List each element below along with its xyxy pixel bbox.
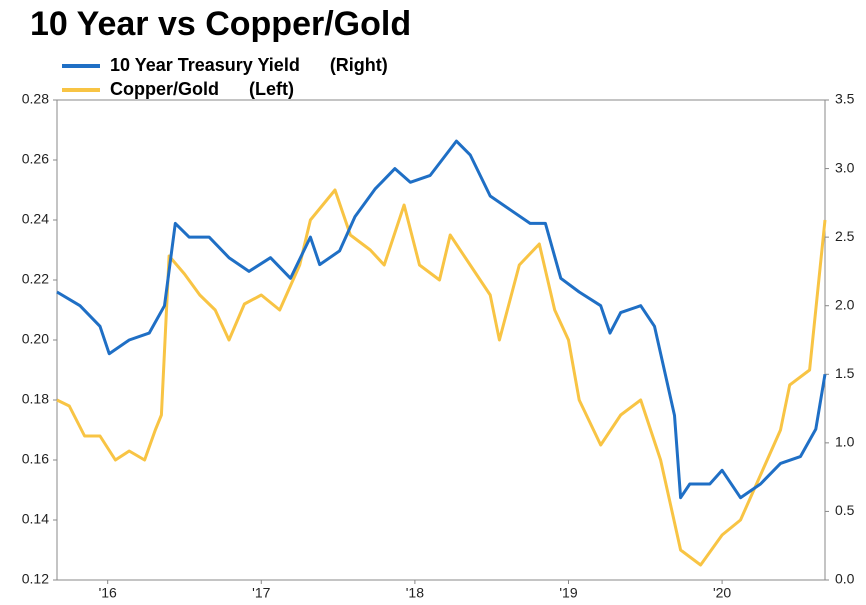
x-tick-label: '17 (252, 585, 270, 601)
x-tick-label: '20 (713, 585, 731, 601)
y-tick-label: 0.12 (22, 571, 49, 587)
plot-frame (56, 99, 826, 581)
y2-tick-label: 0.0 (835, 571, 855, 587)
y-tick-label: 0.26 (22, 151, 49, 167)
y-tick-label: 0.22 (22, 271, 49, 287)
legend-axis-label: (Right) (330, 55, 388, 75)
y2-tick-label: 3.0 (835, 159, 855, 175)
legend-label: Copper/Gold (110, 79, 219, 99)
y2-tick-label: 0.5 (835, 502, 855, 518)
y-tick-label: 0.18 (22, 391, 49, 407)
x-tick-label: '16 (99, 585, 117, 601)
y2-tick-label: 2.5 (835, 228, 855, 244)
y-tick-label: 0.24 (22, 211, 49, 227)
x-tick-label: '18 (406, 585, 424, 601)
series-line (56, 188, 827, 567)
x-tick-label: '19 (559, 585, 577, 601)
series-line (56, 139, 827, 500)
y2-tick-label: 2.0 (835, 296, 855, 312)
legend-label: 10 Year Treasury Yield (110, 55, 300, 75)
y-tick-label: 0.14 (22, 511, 49, 527)
y-tick-label: 0.16 (22, 451, 49, 467)
y2-tick-label: 3.5 (835, 91, 855, 107)
y2-tick-label: 1.5 (835, 365, 855, 381)
y2-tick-label: 1.0 (835, 434, 855, 450)
legend-axis-label: (Left) (249, 79, 294, 99)
y-tick-label: 0.28 (22, 91, 49, 107)
y-tick-label: 0.20 (22, 331, 49, 347)
chart-title: 10 Year vs Copper/Gold (30, 5, 411, 43)
